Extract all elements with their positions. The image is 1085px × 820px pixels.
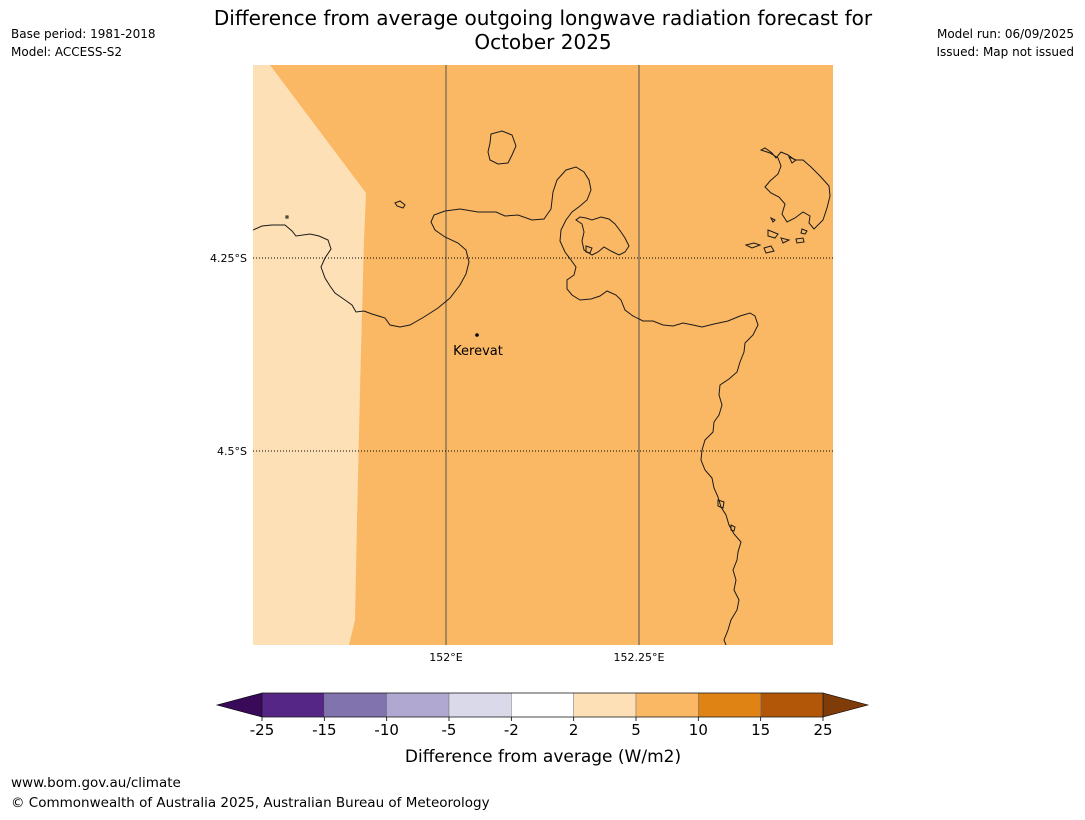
islet-ne-8 <box>787 156 797 164</box>
footer-copyright: © Commonwealth of Australia 2025, Austra… <box>11 795 490 811</box>
islet-south-1 <box>717 499 725 509</box>
metadata-right: Model run: 06/09/2025 Issued: Map not is… <box>936 25 1074 61</box>
coastlines <box>253 130 831 645</box>
lat-label-4-25S: 4.25°S <box>210 252 247 265</box>
islet-ne-1 <box>744 242 762 249</box>
islet-dot <box>285 215 289 219</box>
lon-label-152E: 152°E <box>429 651 462 664</box>
colorbar-tick-label: -10 <box>374 721 399 739</box>
base-period-text: Base period: 1981-2018 <box>11 27 156 41</box>
colorbar-outline <box>261 692 824 718</box>
map-title: Difference from average outgoing longwav… <box>168 6 918 54</box>
map-area <box>253 65 833 645</box>
colorbar-segment <box>511 692 574 718</box>
colorbar-segment <box>573 692 637 718</box>
kerevat-marker <box>475 333 479 337</box>
colorbar-label: Difference from average (W/m2) <box>405 747 681 767</box>
colorbar-tick-label: 25 <box>813 721 832 739</box>
islet-ne-9 <box>585 245 593 254</box>
colorbar-segment <box>386 692 450 718</box>
colorbar-segment <box>448 692 512 718</box>
footer-url: www.bom.gov.au/climate <box>11 775 181 791</box>
model-run-text: Model run: 06/09/2025 <box>936 27 1074 41</box>
islet-ne-5 <box>767 229 779 239</box>
lon-label-152-25E: 152.25°E <box>614 651 665 664</box>
islet-ne-7 <box>769 216 776 223</box>
colorbar-tick-label: 10 <box>689 721 708 739</box>
colorbar: -25 -15 -10 -5 -2 2 5 10 15 25 <box>215 692 870 739</box>
map-title-line2: October 2025 <box>474 30 612 54</box>
colorbar-segment <box>261 692 325 718</box>
colorbar-extend-low <box>215 692 263 718</box>
coastline-inlet <box>575 216 630 256</box>
colorbar-segment <box>760 692 824 718</box>
islet-ne-2 <box>763 245 775 254</box>
islet-ne-6 <box>800 228 808 235</box>
colorbar-segment <box>324 692 387 718</box>
colorbar-tick-label: -5 <box>442 721 457 739</box>
islet-small <box>394 200 406 209</box>
metadata-left: Base period: 1981-2018 Model: ACCESS-S2 <box>11 25 156 61</box>
colorbar-tick-label: -2 <box>504 721 519 739</box>
island-northeast <box>759 147 831 230</box>
colorbar-extend-high <box>822 692 870 718</box>
islet-ne-3 <box>780 237 791 244</box>
colorbar-segment <box>635 692 699 718</box>
issued-text: Issued: Map not issued <box>936 45 1074 59</box>
model-text: Model: ACCESS-S2 <box>11 45 123 59</box>
colorbar-tick-label: 15 <box>751 721 770 739</box>
islet-ne-4 <box>795 237 805 244</box>
anomaly-region-west <box>253 65 366 645</box>
island-north <box>487 130 517 165</box>
colorbar-segment <box>698 692 761 718</box>
kerevat-label: Kerevat <box>453 344 503 359</box>
lat-label-4-5S: 4.5°S <box>217 445 247 458</box>
coastline-main <box>253 166 759 645</box>
colorbar-tick-label: 5 <box>631 721 641 739</box>
islet-south-2 <box>730 524 736 532</box>
colorbar-tick-label: 2 <box>569 721 579 739</box>
colorbar-tick-label: -15 <box>312 721 337 739</box>
colorbar-tick-label: -25 <box>250 721 275 739</box>
map-title-line1: Difference from average outgoing longwav… <box>213 6 873 30</box>
